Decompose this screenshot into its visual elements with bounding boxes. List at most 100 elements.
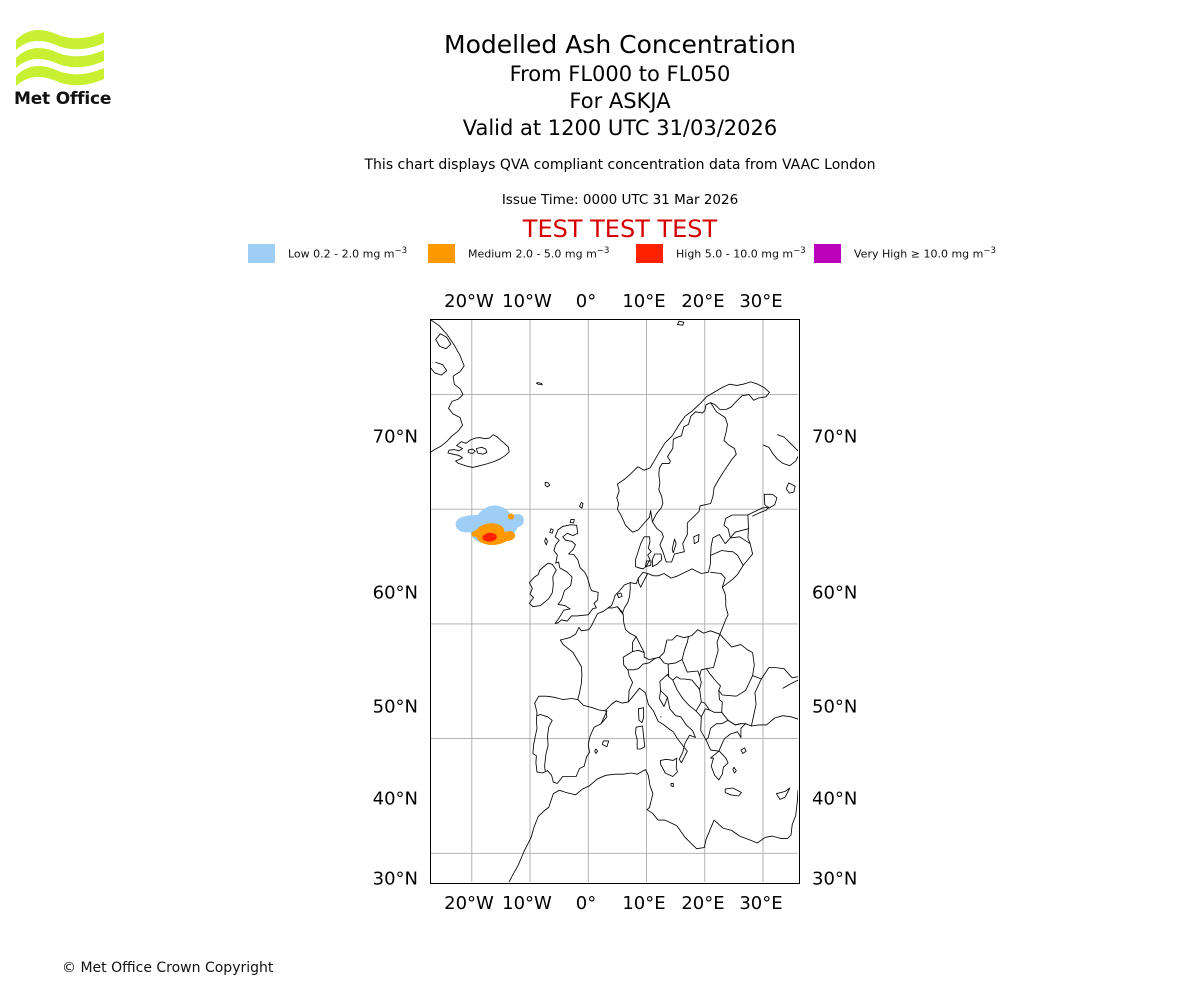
lon-label-top-10w: 10°W [502,291,552,312]
coastline-path [672,676,701,690]
coastline-path [670,782,674,788]
lon-label-bottom-20e: 20°E [681,893,725,914]
met-office-logo: Met Office [14,26,124,116]
coastline-path [775,787,791,800]
lat-label-right-30n: 30°N [812,868,858,890]
lon-label-bottom-10e: 10°E [622,893,666,914]
coastline-path [700,690,723,718]
coastline-path [475,446,488,455]
coastline-path [782,679,798,689]
map-canvas [431,320,798,882]
lon-label-bottom-10w: 10°W [502,893,552,914]
lat-label-left-50n: 50°N [372,696,418,718]
coastline-path [579,501,584,509]
legend-item-low: Low 0.2 - 2.0 mg m−3 [248,240,407,266]
coastline-path [710,571,729,635]
legend-label-low: Low 0.2 - 2.0 mg m−3 [288,245,408,261]
legend-item-medium: Medium 2.0 - 5.0 mg m−3 [428,240,609,266]
coastline-path [777,434,798,452]
lon-label-bottom-0: 0° [575,893,597,914]
title-volcano: For ASKJA [569,89,671,113]
coastline-path [681,629,721,677]
coastline-path [785,482,796,494]
lon-label-top-20w: 20°W [444,291,494,312]
coastline-path [635,536,652,570]
coastline-path [616,497,653,533]
page-title: Modelled Ash Concentration From FL000 to… [300,28,940,142]
coastline-path [447,434,510,468]
coastline-path [431,320,465,453]
coastline-path [535,382,543,386]
coastline-path [658,634,689,665]
coastline-path [611,700,617,705]
coastline-path [553,524,599,624]
legend-swatch-medium-icon [428,243,455,263]
coastline-path [721,711,747,726]
coastline-path [549,528,554,534]
coastline-path [693,534,700,545]
legend-label-very-high: Very High ≥ 10.0 mg m−3 [854,245,996,261]
coastline-path [719,633,762,680]
ash-concentration-map: 20°W 10°W 0° 10°E 20°E 30°E 20°W 10°W 0°… [373,291,858,914]
lat-label-left-70n: 70°N [372,426,418,448]
lat-label-left-60n: 60°N [372,582,418,604]
coastline-path [763,493,778,509]
coastline-path [695,701,710,712]
coastline-path [637,567,644,570]
coastline-path [644,560,652,568]
coastline-path [467,448,476,455]
issue-time: Issue Time: 0000 UTC 31 Mar 2026 [501,192,739,208]
coastline-path [544,537,548,546]
legend-swatch-low-icon [248,243,275,263]
coastline-path [607,606,624,613]
lon-label-top-30e: 30°E [739,291,783,312]
legend-item-very-high: Very High ≥ 10.0 mg m−3 [814,240,996,266]
lon-label-top-20e: 20°E [681,291,725,312]
coastline-path [530,769,798,850]
coastline-path [435,333,452,350]
coastlines [431,320,798,882]
ash-plume [455,505,524,546]
lat-label-right-50n: 50°N [812,696,858,718]
coastline-path [544,481,551,488]
coastline-path [729,528,749,539]
coastline-path [710,550,744,588]
graticule [431,320,798,882]
coastline-path [706,668,754,697]
test-banner: TEST TEST TEST [522,215,718,243]
coastline-path [705,719,742,741]
lon-label-top-10e: 10°E [622,291,666,312]
lat-label-right-70n: 70°N [812,426,858,448]
coastline-path [616,381,770,563]
coastline-path [616,592,623,599]
plume-high-contour [482,532,497,542]
legend-item-high: High 5.0 - 10.0 mg m−3 [636,240,806,266]
title-flight-levels: From FL000 to FL050 [509,62,731,86]
coastline-path [622,649,656,671]
coastline-path [569,519,575,524]
coastline-path [431,361,448,376]
logo-wave-icon [16,30,104,86]
coastline-path [742,514,754,566]
lat-label-left-40n: 40°N [372,788,418,810]
coastline-path [616,606,624,616]
logo-text: Met Office [14,89,112,109]
coastline-path [637,573,649,588]
coastline-path [577,699,608,712]
lat-label-right-40n: 40°N [812,788,858,810]
lat-label-left-30n: 30°N [372,868,418,890]
coastline-path [651,553,663,568]
legend-swatch-very-high-icon [814,243,841,263]
coastline-path [635,725,646,750]
legend-label-medium: Medium 2.0 - 5.0 mg m−3 [468,245,610,261]
coastline-path [729,536,751,545]
concentration-legend: Low 0.2 - 2.0 mg m−3 Medium 2.0 - 5.0 mg… [248,240,1000,266]
coastline-path [637,707,645,724]
coastline-path [627,656,670,703]
coastline-path [528,562,557,608]
coastline-path [635,636,645,654]
coastline-path [622,582,637,652]
coastline-path [658,690,668,707]
map-frame [430,319,800,884]
coastline-path [536,714,553,772]
